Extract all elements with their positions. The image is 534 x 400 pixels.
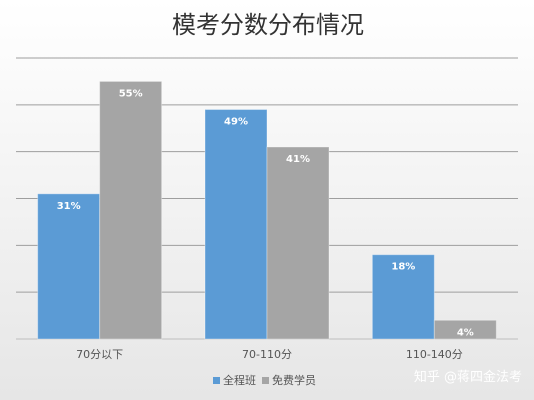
- watermark: 知乎 @蒋四金法考: [414, 369, 522, 385]
- chart-title: 模考分数分布情况: [172, 11, 364, 39]
- bar: [204, 109, 268, 340]
- bar: [433, 319, 497, 340]
- legend-swatch: [213, 377, 220, 384]
- bar: [371, 254, 435, 340]
- bars: [37, 80, 497, 340]
- data-label: 55%: [119, 88, 143, 99]
- bar: [266, 146, 330, 340]
- x-tick-label: 110-140分: [406, 348, 463, 361]
- data-label: 4%: [457, 327, 474, 338]
- legend-swatch: [262, 377, 269, 384]
- x-tick-labels: 70分以下 70-110分 110-140分: [76, 348, 463, 361]
- legend-label: 免费学员: [272, 373, 316, 387]
- legend-label: 全程班: [223, 373, 256, 387]
- x-tick-label: 70-110分: [242, 348, 292, 361]
- bar: [99, 80, 163, 340]
- bar: [37, 193, 101, 340]
- data-label: 41%: [286, 154, 310, 165]
- data-label: 18%: [391, 262, 415, 273]
- legend: 全程班 免费学员: [213, 373, 316, 387]
- data-labels: 31% 55% 49% 41% 18% 4%: [57, 88, 474, 338]
- data-label: 31%: [57, 201, 81, 212]
- data-label: 49%: [224, 117, 248, 128]
- x-tick-label: 70分以下: [76, 348, 123, 361]
